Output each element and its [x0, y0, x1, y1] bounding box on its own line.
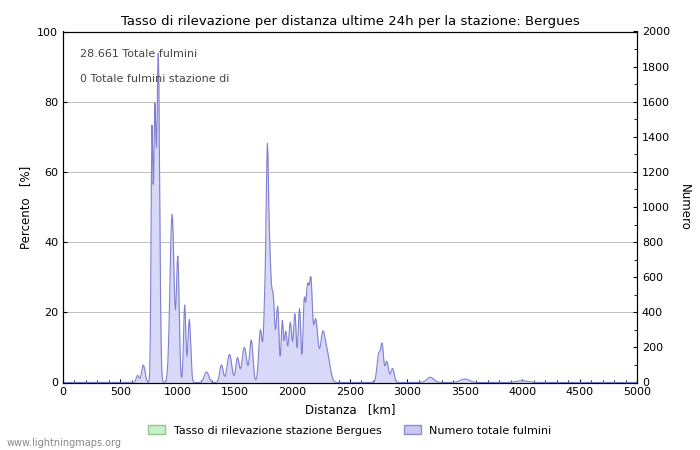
Legend: Tasso di rilevazione stazione Bergues, Numero totale fulmini: Tasso di rilevazione stazione Bergues, N…: [144, 421, 556, 440]
Text: www.lightningmaps.org: www.lightningmaps.org: [7, 438, 122, 448]
Y-axis label: Numero: Numero: [678, 184, 692, 230]
Text: 28.661 Totale fulmini: 28.661 Totale fulmini: [80, 49, 197, 59]
Text: 0 Totale fulmini stazione di: 0 Totale fulmini stazione di: [80, 74, 230, 84]
X-axis label: Distanza   [km]: Distanza [km]: [304, 403, 395, 416]
Y-axis label: Percento   [%]: Percento [%]: [19, 166, 32, 248]
Title: Tasso di rilevazione per distanza ultime 24h per la stazione: Bergues: Tasso di rilevazione per distanza ultime…: [120, 14, 580, 27]
